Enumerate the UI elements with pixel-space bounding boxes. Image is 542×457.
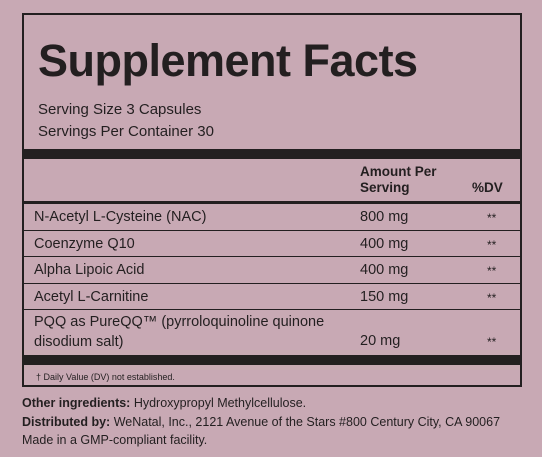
column-header: %DV xyxy=(472,180,503,195)
serving-size: Serving Size 3 Capsules xyxy=(38,101,202,118)
facts-panel: Supplement Facts Serving Size 3 Capsules… xyxy=(22,13,522,387)
ingredient: Alpha Lipoic Acid xyxy=(34,262,145,278)
distributed-by: Distributed by: WeNatal, Inc., 2121 Aven… xyxy=(22,415,500,429)
label: Other ingredients: xyxy=(22,396,131,410)
amount: 800 mg xyxy=(360,209,409,225)
ingredient: N-Acetyl L-Cysteine (NAC) xyxy=(34,209,207,225)
table-row: Coenzyme Q10 400 mg ** xyxy=(24,231,520,257)
other-ingredients: Other ingredients: Hydroxypropyl Methylc… xyxy=(22,396,306,410)
divider-bar xyxy=(24,355,520,365)
dv: ** xyxy=(487,211,497,225)
dv: ** xyxy=(487,238,497,252)
servings-per-container: Servings Per Container 30 xyxy=(38,123,214,140)
label: Distributed by: xyxy=(22,415,111,429)
divider xyxy=(24,201,520,204)
ingredient: Acetyl L-Carnitine xyxy=(34,289,149,305)
amount: 400 mg xyxy=(360,236,409,252)
text: Hydroxypropyl Methylcellulose. xyxy=(133,396,307,410)
ingredient: PQQ as PureQQ™ (pyrroloquinoline quinone… xyxy=(34,314,325,350)
text: WeNatal, Inc., 2121 Avenue of the Stars … xyxy=(113,415,501,429)
table-row: N-Acetyl L-Cysteine (NAC) 800 mg ** xyxy=(24,204,520,231)
amount: 20 mg xyxy=(360,333,401,349)
dv: ** xyxy=(487,264,497,278)
made-in: Made in a GMP-compliant facility. xyxy=(22,433,208,447)
amount: 400 mg xyxy=(360,262,409,278)
title: Supplement Facts xyxy=(38,35,418,86)
column-header: Amount Per Serving xyxy=(360,164,437,195)
divider-bar xyxy=(24,149,520,159)
table-row: Alpha Lipoic Acid 400 mg ** xyxy=(24,257,520,284)
table-row: Acetyl L-Carnitine 150 mg ** xyxy=(24,284,520,310)
amount: 150 mg xyxy=(360,289,409,305)
dv: ** xyxy=(487,291,497,305)
dv: ** xyxy=(487,335,497,349)
table-row: PQQ as PureQQ™ (pyrroloquinoline quinone… xyxy=(24,310,520,355)
ingredient: Coenzyme Q10 xyxy=(34,236,135,252)
footnote: † Daily Value (DV) not established. xyxy=(36,372,175,382)
